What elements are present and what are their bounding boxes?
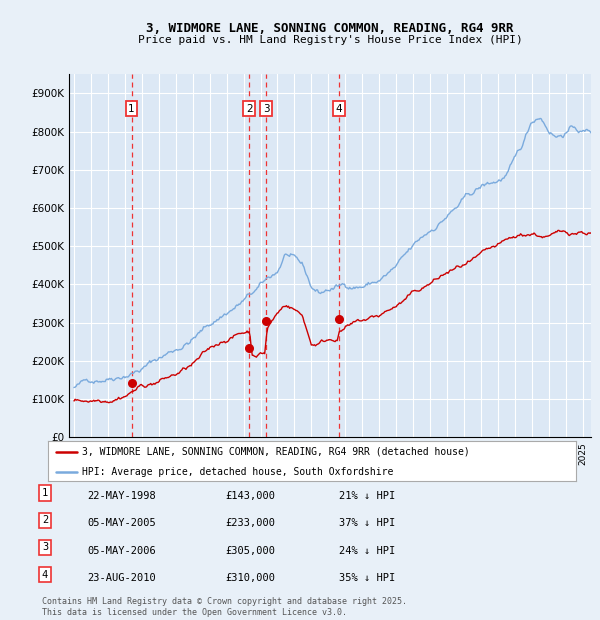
- Text: 3, WIDMORE LANE, SONNING COMMON, READING, RG4 9RR (detached house): 3, WIDMORE LANE, SONNING COMMON, READING…: [82, 447, 470, 457]
- Text: 22-MAY-1998: 22-MAY-1998: [87, 491, 156, 501]
- Text: 1: 1: [128, 104, 135, 114]
- Text: HPI: Average price, detached house, South Oxfordshire: HPI: Average price, detached house, Sout…: [82, 467, 394, 477]
- Text: £233,000: £233,000: [225, 518, 275, 528]
- Text: £310,000: £310,000: [225, 573, 275, 583]
- Text: 2: 2: [42, 515, 48, 525]
- Text: 21% ↓ HPI: 21% ↓ HPI: [339, 491, 395, 501]
- Text: 4: 4: [336, 104, 343, 114]
- Text: £143,000: £143,000: [225, 491, 275, 501]
- Text: 3: 3: [42, 542, 48, 552]
- Text: 23-AUG-2010: 23-AUG-2010: [87, 573, 156, 583]
- Text: 3, WIDMORE LANE, SONNING COMMON, READING, RG4 9RR: 3, WIDMORE LANE, SONNING COMMON, READING…: [146, 22, 514, 35]
- Text: 24% ↓ HPI: 24% ↓ HPI: [339, 546, 395, 556]
- Text: 37% ↓ HPI: 37% ↓ HPI: [339, 518, 395, 528]
- Text: Price paid vs. HM Land Registry's House Price Index (HPI): Price paid vs. HM Land Registry's House …: [137, 35, 523, 45]
- Text: Contains HM Land Registry data © Crown copyright and database right 2025.
This d: Contains HM Land Registry data © Crown c…: [42, 598, 407, 617]
- Text: 05-MAY-2006: 05-MAY-2006: [87, 546, 156, 556]
- Text: 05-MAY-2005: 05-MAY-2005: [87, 518, 156, 528]
- Text: 1: 1: [42, 488, 48, 498]
- Text: 35% ↓ HPI: 35% ↓ HPI: [339, 573, 395, 583]
- Text: 2: 2: [246, 104, 253, 114]
- Text: 4: 4: [42, 570, 48, 580]
- Text: 3: 3: [263, 104, 269, 114]
- Text: £305,000: £305,000: [225, 546, 275, 556]
